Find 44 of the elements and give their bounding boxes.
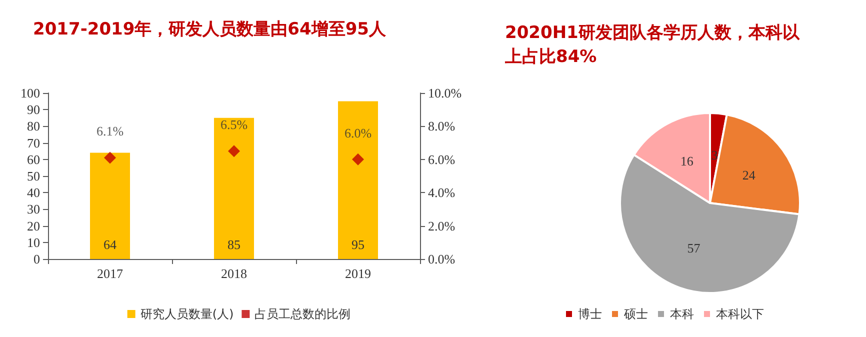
data-label: 95 [352, 237, 364, 252]
bar [214, 118, 254, 259]
legend-label: 硕士 [623, 307, 648, 321]
y2-tick-label: 10.0% [428, 86, 462, 100]
y-tick-label: 70 [27, 135, 40, 150]
y-tick-label: 80 [27, 118, 40, 134]
y2-tick-label: 4.0% [428, 185, 456, 200]
x-tick-label: 2018 [221, 266, 247, 281]
x-tick-label: 2017 [97, 266, 124, 281]
bar [90, 152, 130, 259]
point [228, 145, 240, 158]
data-label: 85 [228, 237, 240, 252]
data-label: 57 [687, 240, 701, 256]
legend-label: 博士 [578, 307, 602, 321]
y2-tick-label: 2.0% [428, 218, 456, 234]
y-tick-label: 100 [20, 86, 40, 100]
y-tick-label: 50 [27, 168, 40, 184]
data-label: 64 [104, 237, 117, 252]
y-tick-label: 60 [27, 152, 40, 167]
data-label: 6.0% [344, 125, 372, 140]
x-tick-label: 2019 [345, 266, 371, 281]
y-tick-label: 0 [34, 252, 40, 266]
chart-title: 2020H1研发团队各学历人数，本科以上占比84% [504, 23, 800, 67]
y-tick-label: 20 [27, 218, 40, 234]
y-tick-label: 30 [27, 202, 40, 217]
legend-label: 研究人员数量(人) [140, 307, 234, 321]
bar [338, 101, 378, 259]
data-label: 3 [711, 148, 718, 163]
point [352, 153, 364, 166]
data-label: 24 [742, 167, 756, 182]
legend-label: 本科 [670, 307, 694, 321]
y-tick-label: 10 [27, 234, 40, 250]
y-tick-label: 40 [27, 185, 40, 200]
data-label: 6.1% [96, 124, 124, 139]
point [104, 152, 116, 164]
y-tick-label: 90 [27, 102, 40, 118]
chart-title: 2017-2019年，研发人员数量由64增至95人 [33, 20, 387, 40]
legend-label: 本科以下 [716, 307, 764, 321]
y2-tick-label: 6.0% [428, 152, 456, 167]
data-label: 6.5% [220, 117, 248, 132]
legend-label: 占员工总数的比例 [254, 307, 351, 321]
y2-tick-label: 8.0% [428, 118, 456, 134]
y2-tick-label: 0.0% [428, 252, 456, 266]
data-label: 16 [680, 153, 694, 168]
